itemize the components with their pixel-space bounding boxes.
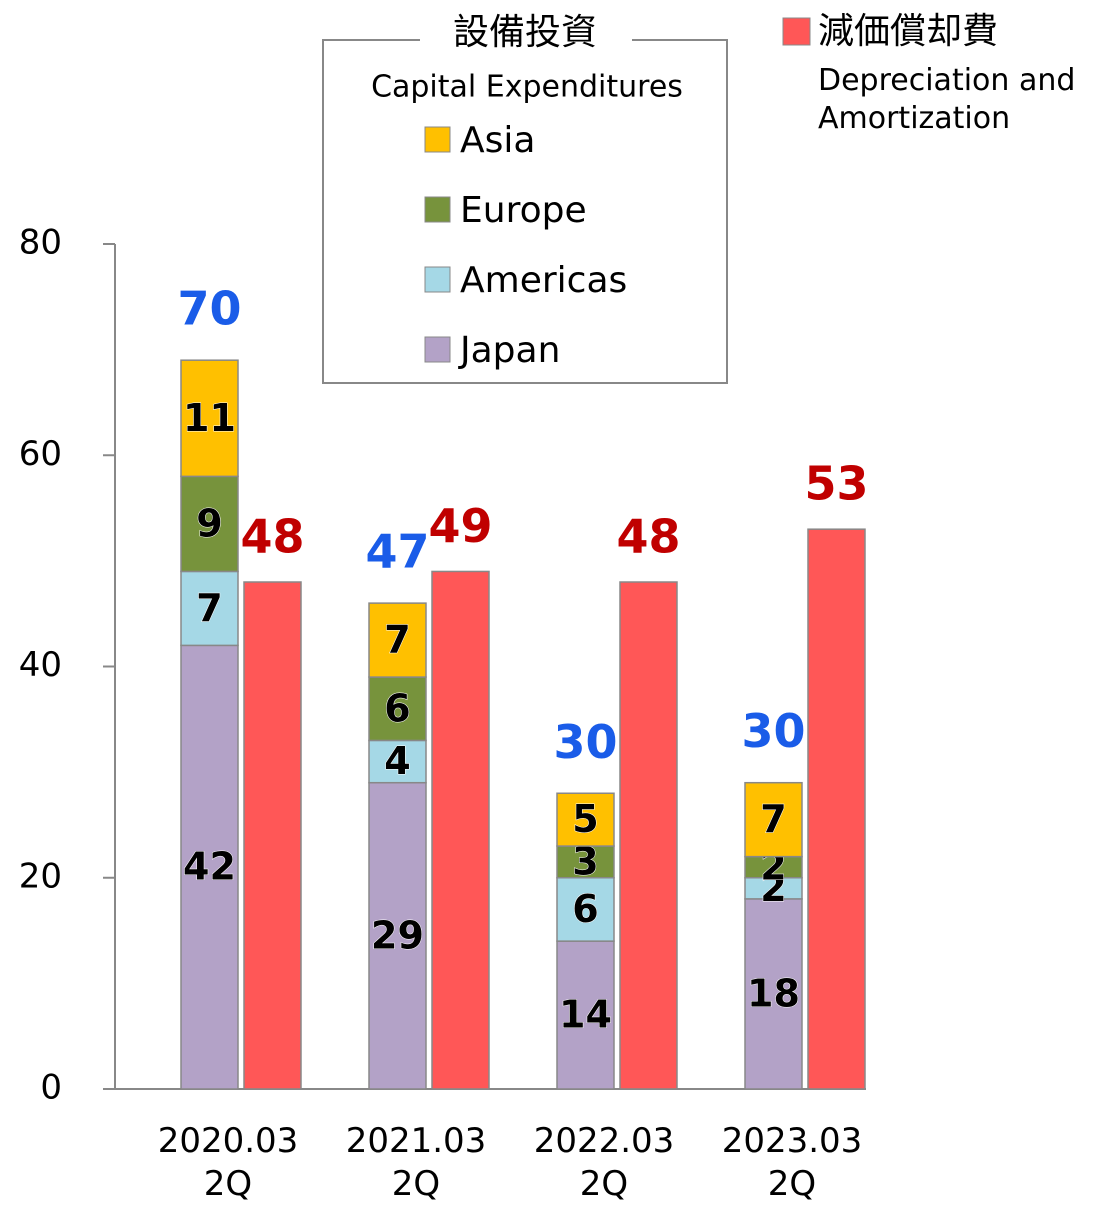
legend-swatch xyxy=(424,266,451,293)
legend-swatch xyxy=(782,17,811,46)
legend-label: Asia xyxy=(460,120,535,161)
bar xyxy=(243,581,302,1090)
legend-swatch xyxy=(424,126,451,153)
stack-segment xyxy=(368,781,427,1090)
legend-label: 減価償却費 xyxy=(818,11,998,52)
legend-label: Europe xyxy=(460,190,587,231)
segment-label: 9 xyxy=(196,501,222,545)
segment-label: 7 xyxy=(760,797,786,841)
bar-label: 48 xyxy=(240,510,304,564)
bar-label: 48 xyxy=(616,510,680,564)
legend-label: Japan xyxy=(458,330,560,371)
segment-label: 7 xyxy=(384,618,410,662)
stack-segment xyxy=(368,676,427,742)
total-label: 70 xyxy=(177,282,241,336)
stack-segment xyxy=(180,475,239,573)
legend-title-bg xyxy=(420,14,632,58)
stack-segment xyxy=(556,940,615,1090)
segment-label: 11 xyxy=(183,396,236,440)
x-tick-label: 2021.03 2Q xyxy=(345,1121,487,1204)
y-tick-label: 0 xyxy=(40,1068,62,1108)
bar xyxy=(807,528,866,1090)
stack-segment xyxy=(368,739,427,784)
legend-box xyxy=(322,39,728,384)
stack-segment xyxy=(556,877,615,942)
total-label: 47 xyxy=(365,525,429,579)
segment-label: 5 xyxy=(572,797,598,841)
y-tick-label: 60 xyxy=(19,434,62,474)
stack-segment xyxy=(368,602,427,678)
x-tick-label: 2020.03 2Q xyxy=(157,1121,299,1204)
segment-label: 6 xyxy=(384,686,410,730)
stack-segment xyxy=(180,570,239,647)
stack-segment xyxy=(180,644,239,1090)
total-label: 30 xyxy=(553,715,617,769)
x-tick-label: 2022.03 2Q xyxy=(533,1121,675,1204)
segment-label: 14 xyxy=(559,993,612,1037)
legend-bar-subtitle: Depreciation and Amortization xyxy=(818,63,1076,136)
legend-group-title: 設備投資 xyxy=(453,12,597,53)
y-tick-label: 40 xyxy=(19,645,62,685)
y-tick-label: 80 xyxy=(19,223,62,263)
bar xyxy=(619,581,678,1090)
segment-label: 6 xyxy=(572,887,598,931)
stack-segment xyxy=(744,781,803,858)
bar-label: 53 xyxy=(804,457,868,511)
legend-label: Americas xyxy=(460,260,627,301)
stack-segment xyxy=(556,845,615,879)
segment-label: 29 xyxy=(371,913,424,957)
segment-label: 4 xyxy=(384,739,410,783)
segment-label: 42 xyxy=(183,845,236,889)
total-label: 30 xyxy=(741,704,805,758)
y-tick-label: 20 xyxy=(19,856,62,896)
stack-segment xyxy=(180,359,239,478)
legend-group-subtitle: Capital Expenditures xyxy=(371,70,683,105)
x-tick-label: 2023.03 2Q xyxy=(721,1121,863,1204)
legend-swatch xyxy=(424,336,451,363)
bar xyxy=(431,570,490,1090)
legend-swatch xyxy=(424,196,451,223)
stack-segment xyxy=(744,898,803,1090)
stack-segment xyxy=(556,792,615,847)
segment-label: 18 xyxy=(747,971,800,1015)
segment-label: 7 xyxy=(196,586,222,630)
bar-label: 49 xyxy=(428,499,492,553)
